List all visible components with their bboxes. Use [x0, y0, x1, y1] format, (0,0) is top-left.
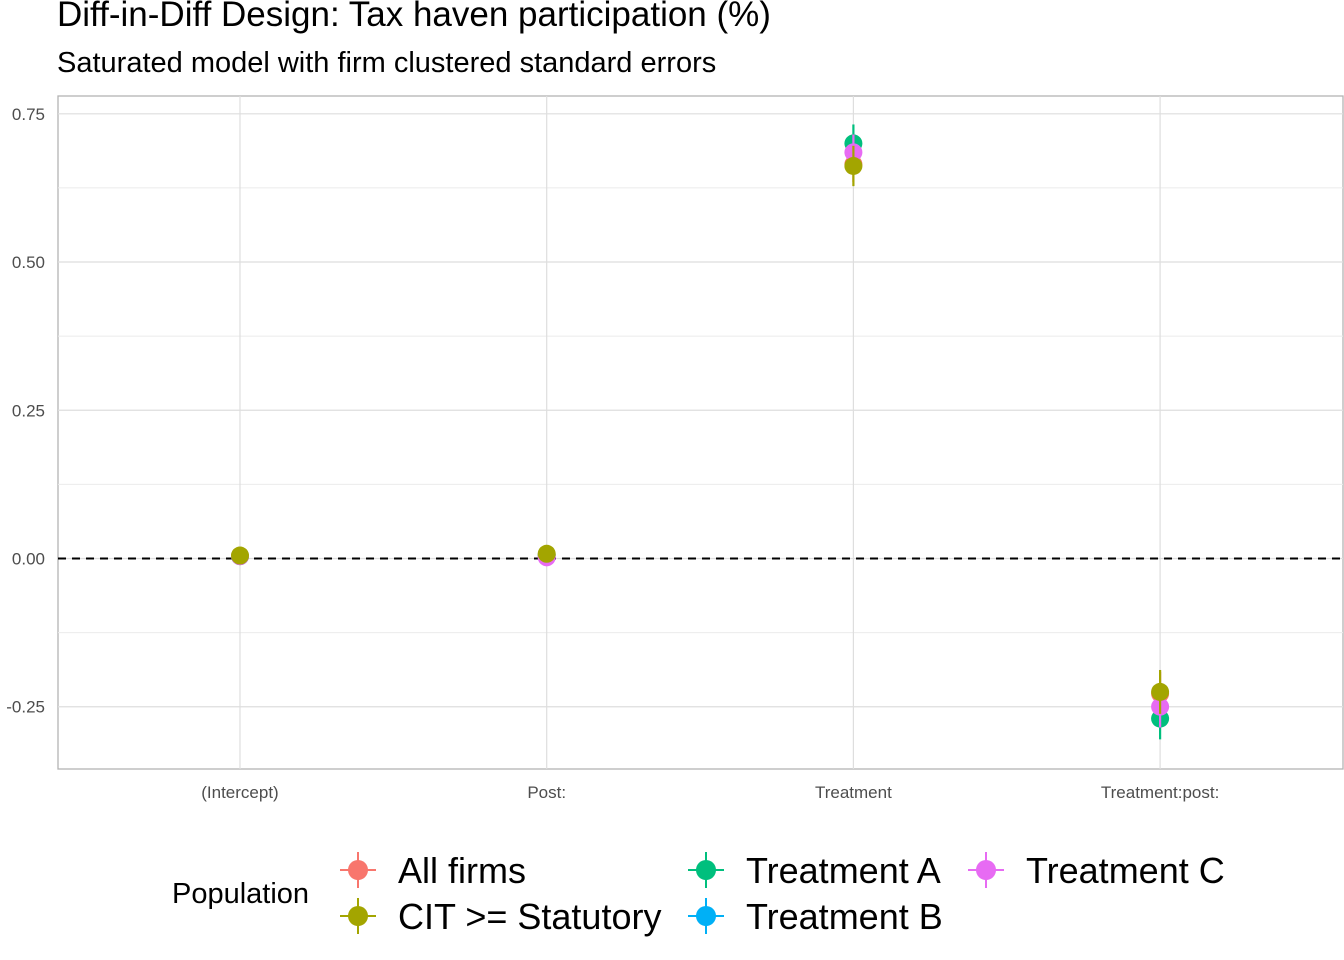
legend-key-point	[976, 860, 996, 880]
panel-border	[57, 95, 1344, 770]
legend-item: CIT >= Statutory	[340, 896, 661, 937]
legend-key-point	[348, 860, 368, 880]
legend-item: Treatment B	[688, 896, 943, 937]
data-point	[537, 544, 556, 563]
legend-key-point	[696, 906, 716, 926]
legend-label: Treatment B	[746, 896, 943, 937]
legend-key-point	[696, 860, 716, 880]
x-tick-label: Treatment	[815, 783, 892, 802]
data-point	[231, 546, 249, 565]
y-tick-label: 0.00	[12, 550, 45, 569]
data-point	[1151, 682, 1170, 701]
x-tick-label: Post:	[527, 783, 566, 802]
legend-item: Treatment C	[968, 850, 1225, 891]
legend-label: CIT >= Statutory	[398, 896, 661, 937]
chart-subtitle: Saturated model with firm clustered stan…	[57, 47, 717, 79]
y-tick-label: 0.25	[12, 401, 45, 420]
legend-title: Population	[172, 878, 309, 910]
legend-key-point	[348, 906, 368, 926]
y-tick-label: 0.75	[12, 105, 45, 124]
x-tick-label: (Intercept)	[201, 783, 278, 802]
x-tick-label: Treatment:post:	[1101, 783, 1219, 802]
legend-label: All firms	[398, 850, 526, 891]
y-tick-label: -0.25	[6, 698, 45, 717]
legend-label: Treatment A	[746, 850, 941, 891]
legend-item: Treatment A	[688, 850, 941, 891]
legend-label: Treatment C	[1026, 850, 1225, 891]
y-tick-label: 0.50	[12, 253, 45, 272]
legend-item: All firms	[340, 850, 526, 891]
chart-title: Diff-in-Diff Design: Tax haven participa…	[57, 0, 771, 34]
data-point	[844, 156, 863, 175]
